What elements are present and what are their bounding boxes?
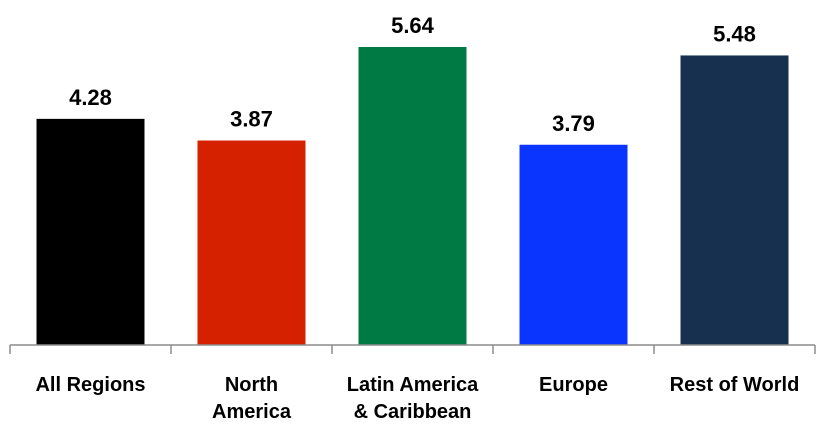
data-label-2: 5.64 [391, 13, 435, 38]
data-label-3: 3.79 [552, 111, 595, 136]
category-label-3: Europe [539, 374, 608, 396]
category-label-1-line-0: North [225, 374, 278, 396]
category-label-2-line-0: Latin America [347, 374, 479, 396]
bar-1 [197, 140, 306, 345]
data-label-0: 4.28 [69, 85, 112, 110]
bars-layer [36, 47, 789, 345]
data-label-4: 5.48 [713, 21, 756, 46]
bar-3 [519, 144, 628, 345]
value-labels-layer: 4.28 3.87 5.64 3.79 5.48 [69, 13, 756, 136]
category-label-1-line-1: America [212, 401, 292, 423]
bar-2 [358, 47, 467, 345]
bar-0 [36, 118, 145, 345]
category-label-4: Rest of World [670, 374, 800, 396]
data-label-1: 3.87 [230, 107, 273, 132]
category-label-0: All Regions [35, 374, 145, 396]
category-label-2-line-1: & Caribbean [354, 401, 472, 423]
category-labels-layer: All Regions North America Latin America & Ca… [35, 374, 799, 423]
bar-4 [680, 55, 789, 345]
x-axis [9, 344, 816, 354]
